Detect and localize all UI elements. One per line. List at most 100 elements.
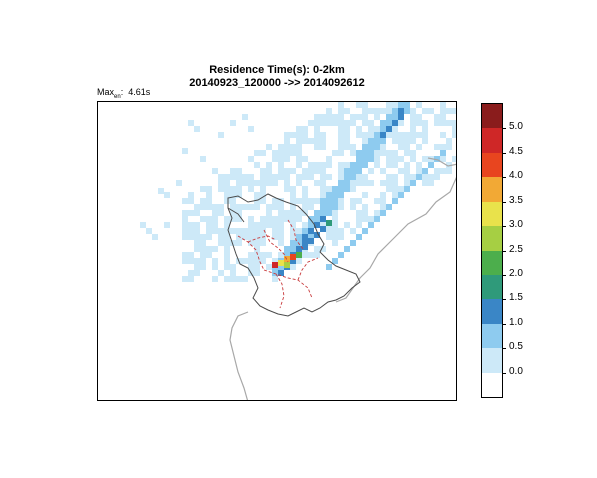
plume-cell [284,186,290,192]
plume-cell [248,264,254,270]
plume-cell [236,168,242,174]
plume-cell [320,168,326,174]
plume-cell [380,126,386,132]
plume-cell [254,240,260,246]
plume-cell [182,234,188,240]
plume-cell [206,186,212,192]
plume-cell [242,258,248,264]
plume-cell [326,114,332,120]
plume-cell [314,252,320,258]
plume-cell [308,174,314,180]
plume-cell [350,150,356,156]
plume-cell [362,102,368,108]
plume-cell [278,168,284,174]
plume-cell [284,132,290,138]
plume-cell [422,174,428,180]
plume-hotspot-cell [296,252,302,258]
legend-tick [502,177,506,179]
plume-cell [266,162,272,168]
legend-swatch [482,226,502,251]
plume-cell [422,180,428,186]
plume-cell [398,132,404,138]
plume-cell [248,252,254,258]
plume-cell [326,204,332,210]
plume-cell [260,168,266,174]
plume-cell [182,216,188,222]
plume-cell [332,234,338,240]
plume-cell [236,192,242,198]
plume-cell [242,228,248,234]
plume-cell [374,198,380,204]
plume-cell [338,102,344,108]
plume-cell [254,198,260,204]
plume-cell [194,240,200,246]
plume-cell [422,132,428,138]
plume-cell [266,174,272,180]
plume-cell [302,192,308,198]
plume-cell [194,270,200,276]
plume-cell [188,228,194,234]
plume-cell [290,204,296,210]
plume-cell [290,264,296,270]
plume-cell [338,192,344,198]
plume-cell [290,222,296,228]
plume-cell [296,240,302,246]
plume-cell [200,264,206,270]
plume-cell [332,258,338,264]
plume-cell [362,216,368,222]
plume-cell [344,120,350,126]
plume-cell [290,186,296,192]
plume-cell [260,240,266,246]
plume-cell [302,244,308,250]
plume-cell [254,222,260,228]
plume-cell [200,198,206,204]
plume-cell [386,132,392,138]
plume-cell [362,114,368,120]
plume-cell [308,234,314,240]
plume-cell [356,126,362,132]
plume-cell [266,264,272,270]
plume-cell [254,270,260,276]
plume-cell [392,114,398,120]
plume-cell [434,120,440,126]
plume-cell [200,240,206,246]
plume-cell [188,276,194,282]
plume-cell [278,240,284,246]
plume-cell [338,234,344,240]
plume-cell [212,246,218,252]
plume-cell [290,228,296,234]
plume-cell [404,174,410,180]
legend-label: 1.5 [509,292,523,304]
plume-cell [320,120,326,126]
plume-cell [296,138,302,144]
plume-cell [194,234,200,240]
plume-cell [434,114,440,120]
plume-cell [392,162,398,168]
plume-cell [206,192,212,198]
max-value-label: Maxen: 4.61s [97,87,151,100]
plume-cell [272,222,278,228]
plume-cell [224,246,230,252]
plume-cell [248,204,254,210]
plume-cell [230,120,236,126]
plume-cell [374,210,380,216]
plume-cell [362,192,368,198]
plume-cell [218,174,224,180]
plume-cell [188,252,194,258]
plume-cell [326,186,332,192]
plume-cell [254,150,260,156]
plume-cell [308,238,314,244]
legend-swatch [482,348,502,374]
plume-hotspot-cell [290,254,296,260]
plume-cell [332,198,338,204]
plume-cell [296,174,302,180]
plume-cell [260,258,266,264]
plume-cell [404,102,410,108]
plume-cell [260,216,266,222]
plume-cell [254,162,260,168]
plume-cell [404,168,410,174]
legend-swatch [482,201,502,227]
legend-swatch [482,372,502,398]
plume-cell [380,120,386,126]
legend-label: 4.0 [509,170,523,182]
